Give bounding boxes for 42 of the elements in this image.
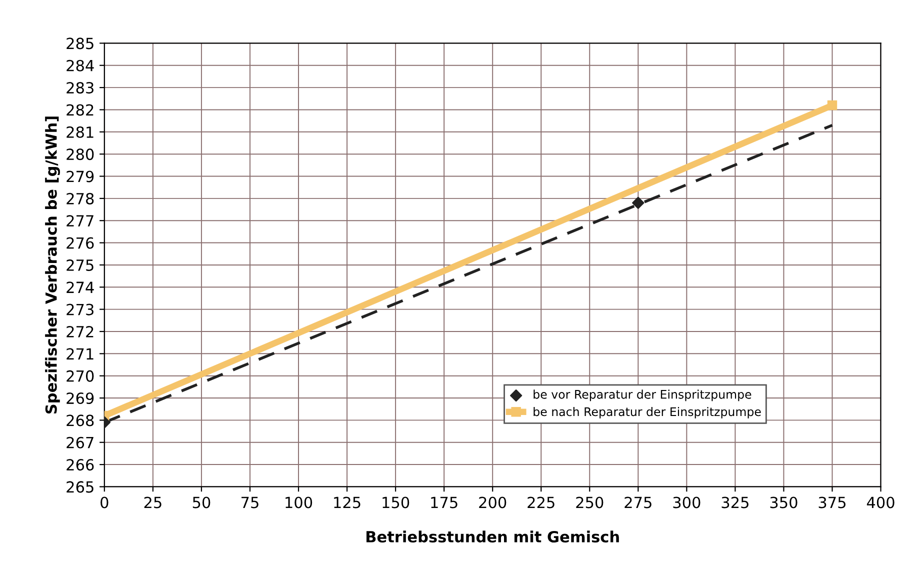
y-tick-label: 268 — [66, 414, 94, 426]
y-tick-label: 275 — [66, 259, 94, 271]
x-tick-label: 225 — [528, 496, 554, 508]
y-tick-label: 272 — [66, 326, 94, 338]
y-tick-label: 271 — [66, 348, 94, 360]
x-tick-label: 100 — [286, 496, 312, 508]
x-tick-label: 250 — [576, 496, 604, 508]
y-tick-label: 280 — [66, 148, 94, 160]
y-tick-label: 279 — [66, 170, 94, 182]
y-tick-label: 282 — [66, 104, 94, 116]
y-tick-label: 283 — [66, 82, 94, 94]
x-axis-title: Betriebsstunden mit Gemisch — [366, 530, 619, 542]
x-tick-label: 350 — [770, 496, 798, 508]
y-tick-label: 266 — [66, 459, 94, 471]
y-tick-label: 278 — [66, 192, 94, 204]
x-tick-label: 25 — [144, 496, 162, 508]
y-tick-label: 284 — [66, 60, 94, 72]
y-tick-label: 270 — [66, 370, 94, 382]
y-tick-label: 273 — [66, 304, 94, 316]
y-tick-label: 281 — [66, 126, 94, 138]
x-tick-label: 300 — [673, 496, 700, 508]
x-tick-label: 150 — [382, 496, 410, 508]
x-tick-label: 75 — [242, 496, 258, 508]
legend-label: be nach Reparatur der Einspritzpumpe — [534, 407, 761, 418]
y-tick-label: 274 — [66, 282, 94, 293]
x-tick-label: 400 — [866, 496, 894, 508]
y-tick-label: 276 — [66, 237, 94, 249]
x-tick-label: 325 — [722, 496, 748, 508]
y-tick-label: 269 — [66, 392, 94, 404]
x-tick-label: 125 — [334, 496, 360, 508]
y-tick-label: 285 — [66, 38, 94, 50]
x-tick-label: 175 — [431, 496, 458, 508]
y-tick-label: 267 — [66, 436, 94, 448]
legend-label: be vor Reparatur der Einspritzpumpe — [534, 390, 752, 402]
y-tick-label: 277 — [66, 215, 94, 226]
y-tick-label: 265 — [66, 481, 94, 493]
x-tick-label: 375 — [818, 496, 846, 508]
x-tick-label: 275 — [624, 496, 652, 508]
x-tick-label: 0 — [100, 496, 108, 508]
x-tick-label: 200 — [479, 496, 506, 508]
x-tick-label: 50 — [192, 496, 210, 508]
y-axis-title: Spezifischer Verbrauch be [g/kWh] — [45, 116, 60, 414]
